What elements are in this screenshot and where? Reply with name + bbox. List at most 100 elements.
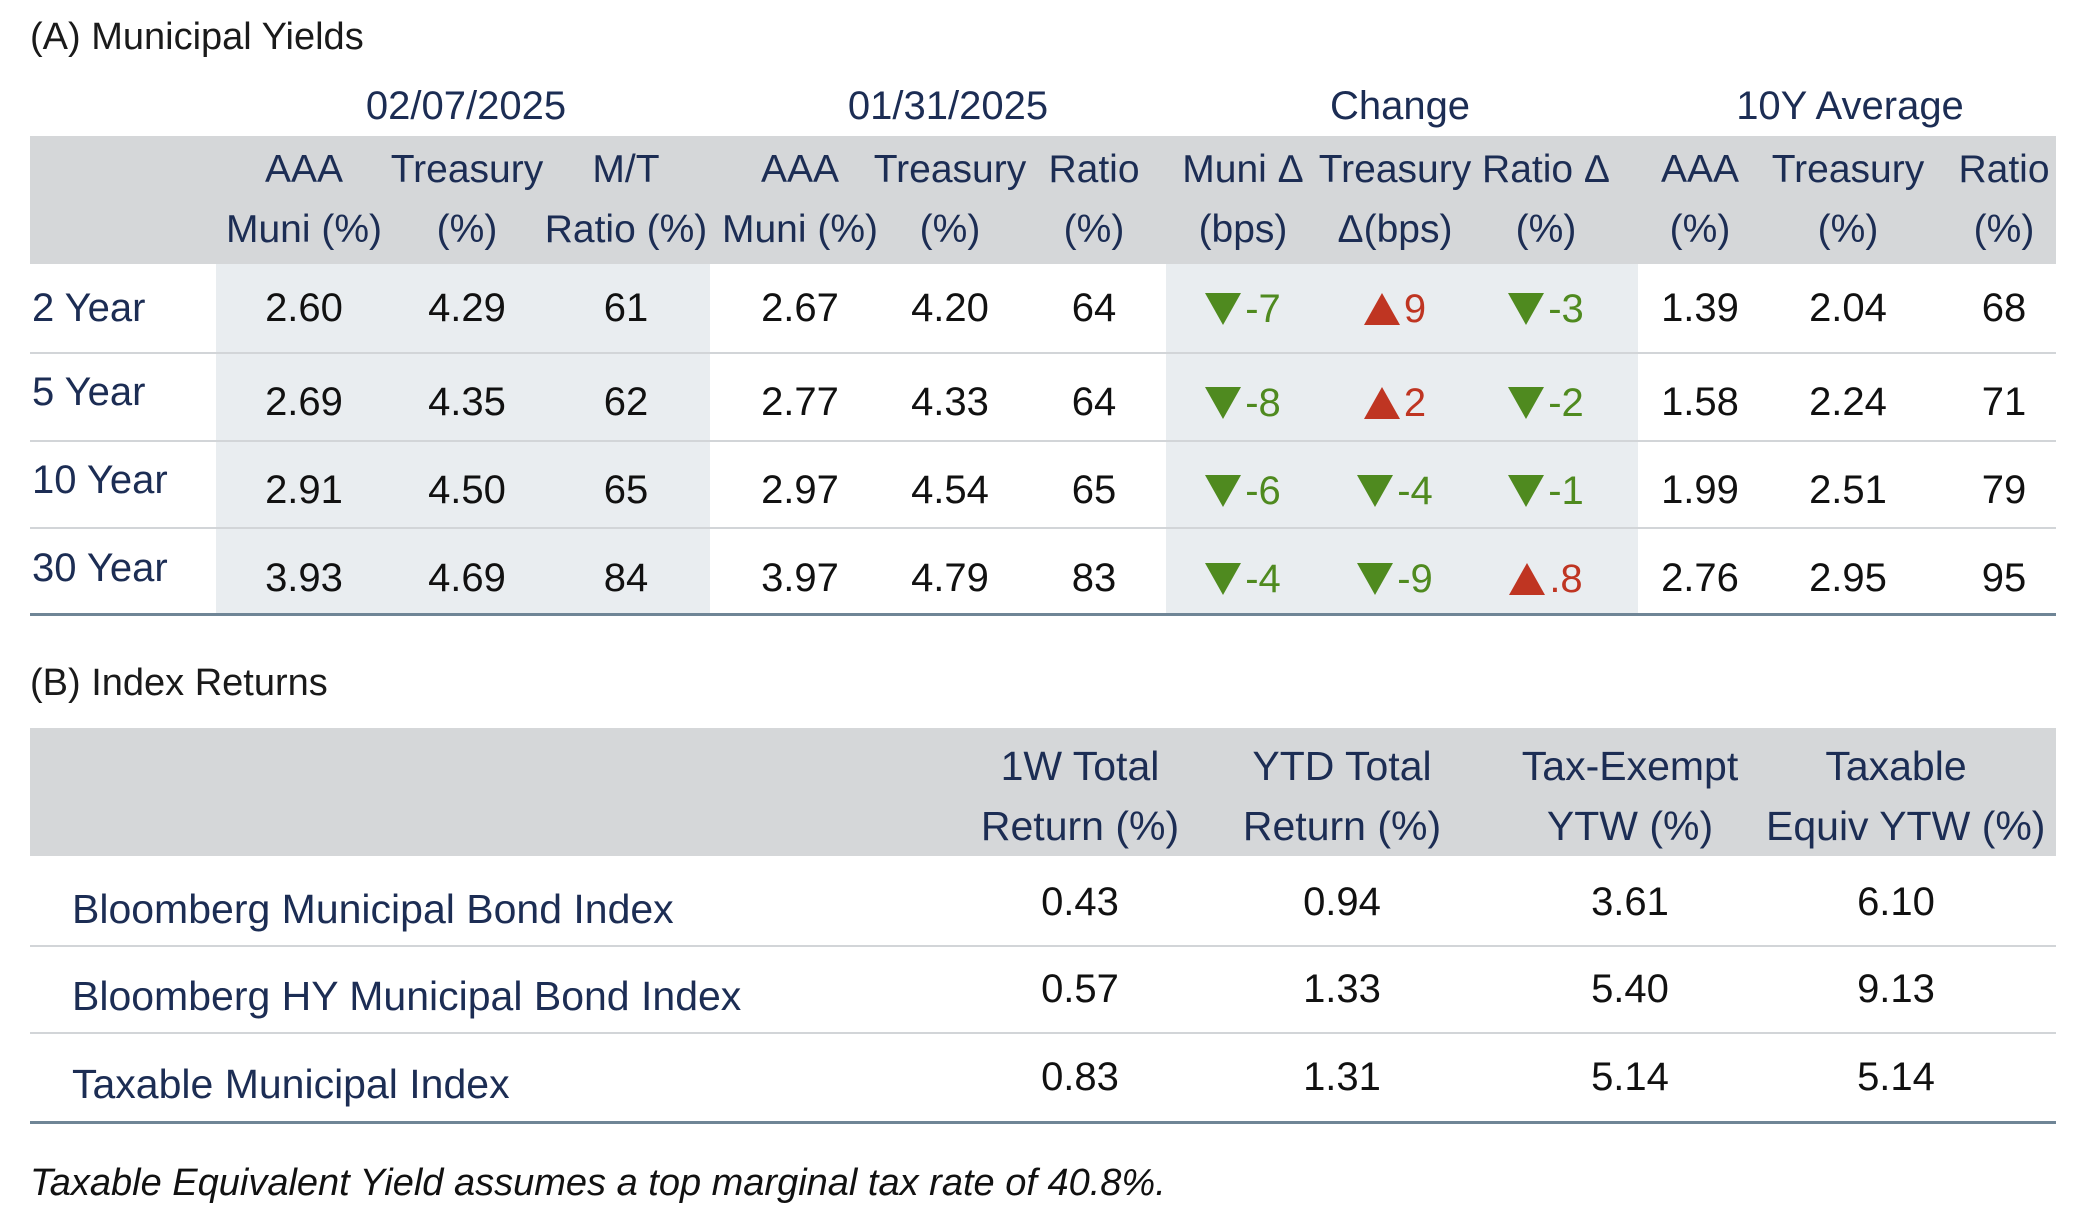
- change-number: -6: [1245, 468, 1281, 513]
- table-cell: 1.58: [1661, 380, 1739, 424]
- table-cell: 4.33: [911, 380, 989, 424]
- change-value: 2: [1315, 380, 1475, 426]
- column-header: M/T Ratio (%): [541, 140, 711, 260]
- table-cell: 4.50: [428, 468, 506, 512]
- column-header-line: AAA: [1660, 148, 1740, 191]
- change-value: -3: [1466, 286, 1626, 332]
- change-number: 2: [1403, 380, 1427, 425]
- row-divider: [30, 945, 2056, 947]
- row-divider: [30, 1032, 2056, 1034]
- table-cell: 65: [603, 468, 649, 512]
- row-divider: [30, 440, 2056, 442]
- triangle-down-icon: [1205, 475, 1242, 507]
- section-a-title: (A) Municipal Yields: [30, 16, 364, 58]
- index-name: Bloomberg HY Municipal Bond Index: [72, 973, 742, 1019]
- triangle-down-icon: [1508, 293, 1545, 325]
- group-header-change: Change: [1329, 84, 1471, 128]
- table-cell: 2.91: [265, 468, 343, 512]
- column-header-line: Treasury: [873, 148, 1027, 191]
- change-value: -7: [1163, 286, 1323, 332]
- column-header-line: (%): [1669, 208, 1731, 251]
- column-header-line: (%): [919, 208, 981, 251]
- table-cell: 4.35: [428, 380, 506, 424]
- change-number: -8: [1245, 380, 1281, 425]
- table-cell: 3.97: [761, 556, 839, 600]
- column-header-line: Muni Δ: [1182, 148, 1304, 191]
- change-number: .8: [1549, 556, 1583, 601]
- table-cell: 62: [603, 380, 649, 424]
- table-cell: 2.04: [1809, 286, 1887, 330]
- table-a-bottom-rule: [30, 613, 2056, 616]
- column-header: Treasury (%): [382, 140, 552, 260]
- table-b-bottom-rule: [30, 1121, 2056, 1124]
- column-header: Tax-Exempt YTW (%): [1500, 736, 1760, 856]
- triangle-down-icon: [1357, 475, 1394, 507]
- table-cell: 5.40: [1591, 967, 1669, 1011]
- section-b-title: (B) Index Returns: [30, 662, 328, 704]
- column-header-line: (%): [436, 208, 498, 251]
- column-header-line: Tax-Exempt: [1521, 743, 1739, 789]
- table-cell: 4.54: [911, 468, 989, 512]
- change-number: -7: [1245, 286, 1281, 331]
- table-cell: 61: [603, 286, 649, 330]
- table-cell: 1.33: [1303, 967, 1381, 1011]
- table-cell: 0.94: [1303, 880, 1381, 924]
- column-header: Muni Δ (bps): [1158, 140, 1328, 260]
- column-header: YTD Total Return (%): [1212, 736, 1472, 856]
- column-header: AAA (%): [1615, 140, 1785, 260]
- column-header-line: YTD Total: [1252, 743, 1432, 789]
- column-header: Treasury Δ(bps): [1310, 140, 1480, 260]
- column-header-line: (%): [1063, 208, 1125, 251]
- table-cell: 84: [603, 556, 649, 600]
- change-number: -1: [1548, 468, 1584, 513]
- change-number: -2: [1548, 380, 1584, 425]
- group-header-10y-average: 10Y Average: [1736, 84, 1964, 128]
- row-label: 2 Year: [32, 286, 146, 330]
- table-cell: 5.14: [1857, 1055, 1935, 1099]
- column-header: AAA Muni (%): [219, 140, 389, 260]
- change-value: -1: [1466, 468, 1626, 514]
- column-header: Ratio Δ (%): [1461, 140, 1631, 260]
- table-cell: 65: [1071, 468, 1117, 512]
- table-cell: 95: [1981, 556, 2027, 600]
- column-header-line: Muni (%): [225, 208, 383, 251]
- table-cell: 71: [1981, 380, 2027, 424]
- column-header-line: AAA: [264, 148, 344, 191]
- column-header-line: AAA: [760, 148, 840, 191]
- table-cell: 1.31: [1303, 1055, 1381, 1099]
- change-value: .8: [1466, 556, 1626, 602]
- column-header-line: Ratio: [1048, 148, 1140, 191]
- table-cell: 1.99: [1661, 468, 1739, 512]
- table-cell: 4.20: [911, 286, 989, 330]
- column-header-line: Ratio Δ: [1482, 148, 1610, 191]
- row-label: 30 Year: [32, 546, 168, 590]
- column-header-line: (bps): [1198, 208, 1288, 251]
- column-header-line: M/T: [592, 148, 660, 191]
- column-header: AAA Muni (%): [715, 140, 885, 260]
- table-cell: 2.95: [1809, 556, 1887, 600]
- table-cell: 0.83: [1041, 1055, 1119, 1099]
- triangle-up-icon: [1363, 387, 1400, 419]
- table-cell: 5.14: [1591, 1055, 1669, 1099]
- change-value: -4: [1315, 468, 1475, 514]
- index-name: Taxable Municipal Index: [72, 1061, 510, 1107]
- table-cell: 3.93: [265, 556, 343, 600]
- table-b-header-band: [30, 728, 2056, 856]
- table-cell: 2.51: [1809, 468, 1887, 512]
- column-header: 1W Total Return (%): [950, 736, 1210, 856]
- change-value: -2: [1466, 380, 1626, 426]
- column-header-line: Return (%): [1242, 803, 1442, 849]
- table-cell: 4.69: [428, 556, 506, 600]
- table-cell: 64: [1071, 380, 1117, 424]
- column-header-line: Treasury: [1771, 148, 1925, 191]
- column-header-line: (%): [1515, 208, 1577, 251]
- change-value: -9: [1315, 556, 1475, 602]
- change-value: -4: [1163, 556, 1323, 602]
- shaded-column-current: [216, 264, 710, 614]
- table-cell: 79: [1981, 468, 2027, 512]
- column-header: Treasury (%): [865, 140, 1035, 260]
- change-number: 9: [1403, 286, 1427, 331]
- change-number: -9: [1397, 556, 1433, 601]
- triangle-up-icon: [1363, 293, 1400, 325]
- table-cell: 6.10: [1857, 880, 1935, 924]
